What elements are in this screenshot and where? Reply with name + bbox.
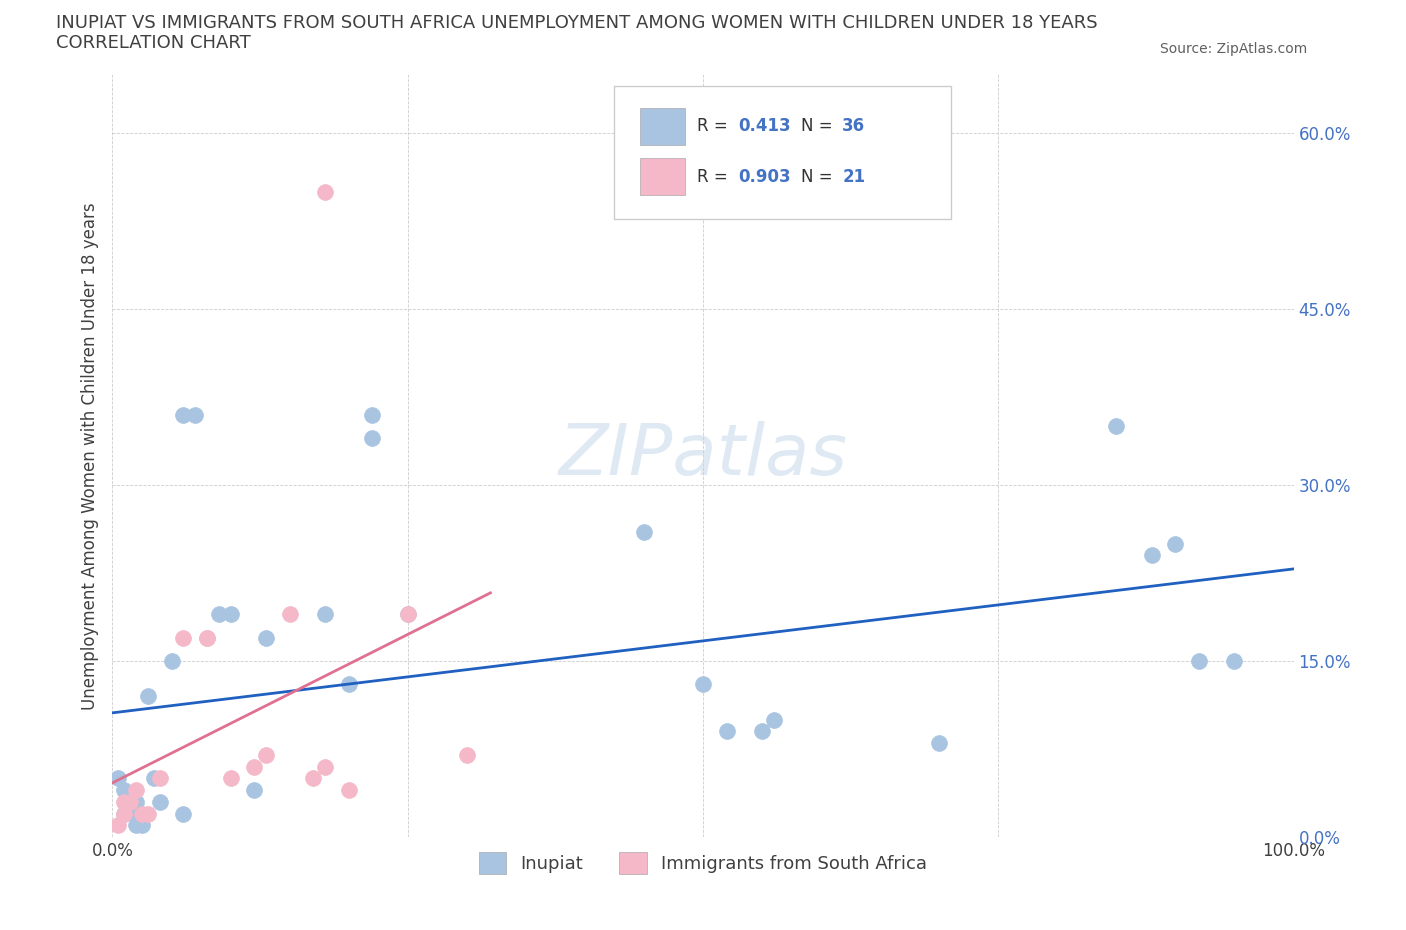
Point bbox=[302, 771, 325, 786]
Point bbox=[751, 724, 773, 738]
Point bbox=[278, 606, 301, 621]
Point bbox=[195, 631, 218, 645]
Point bbox=[107, 817, 129, 832]
Point bbox=[337, 783, 360, 798]
Text: CORRELATION CHART: CORRELATION CHART bbox=[56, 34, 252, 52]
Point bbox=[120, 794, 142, 809]
Point bbox=[125, 817, 148, 832]
Text: INUPIAT VS IMMIGRANTS FROM SOUTH AFRICA UNEMPLOYMENT AMONG WOMEN WITH CHILDREN U: INUPIAT VS IMMIGRANTS FROM SOUTH AFRICA … bbox=[56, 14, 1098, 32]
Point bbox=[149, 794, 172, 809]
Point bbox=[1164, 537, 1187, 551]
Point bbox=[396, 606, 419, 621]
Y-axis label: Unemployment Among Women with Children Under 18 years: Unemployment Among Women with Children U… bbox=[80, 202, 98, 710]
Point bbox=[195, 631, 218, 645]
Point bbox=[1140, 548, 1163, 563]
Point bbox=[125, 783, 148, 798]
Point bbox=[160, 654, 183, 669]
Point bbox=[125, 806, 148, 821]
Point bbox=[243, 759, 266, 774]
Point bbox=[131, 817, 153, 832]
Point bbox=[131, 806, 153, 821]
Point bbox=[337, 677, 360, 692]
Point bbox=[254, 748, 277, 763]
FancyBboxPatch shape bbox=[614, 86, 950, 219]
Point bbox=[120, 794, 142, 809]
Point bbox=[762, 712, 785, 727]
Text: N =: N = bbox=[801, 117, 838, 135]
Point bbox=[112, 794, 135, 809]
Point bbox=[142, 771, 165, 786]
Point bbox=[136, 806, 159, 821]
Point bbox=[172, 631, 194, 645]
Point bbox=[1188, 654, 1211, 669]
Point bbox=[112, 806, 135, 821]
Text: R =: R = bbox=[697, 117, 733, 135]
Point bbox=[1105, 418, 1128, 433]
Text: 36: 36 bbox=[842, 117, 866, 135]
Point bbox=[243, 783, 266, 798]
Text: Source: ZipAtlas.com: Source: ZipAtlas.com bbox=[1160, 42, 1308, 56]
Point bbox=[219, 771, 242, 786]
Text: R =: R = bbox=[697, 167, 733, 186]
FancyBboxPatch shape bbox=[640, 108, 685, 144]
Point bbox=[1223, 654, 1246, 669]
Point bbox=[716, 724, 738, 738]
Point bbox=[149, 771, 172, 786]
Legend: Inupiat, Immigrants from South Africa: Inupiat, Immigrants from South Africa bbox=[472, 844, 934, 882]
Point bbox=[136, 689, 159, 704]
Text: 0.413: 0.413 bbox=[738, 117, 792, 135]
Text: 21: 21 bbox=[842, 167, 866, 186]
Point bbox=[172, 806, 194, 821]
Point bbox=[208, 606, 231, 621]
Point bbox=[112, 783, 135, 798]
Point bbox=[361, 407, 384, 422]
Point bbox=[396, 606, 419, 621]
Point bbox=[131, 806, 153, 821]
Text: 0.903: 0.903 bbox=[738, 167, 792, 186]
Point bbox=[633, 525, 655, 539]
Point bbox=[112, 806, 135, 821]
Point bbox=[314, 759, 336, 774]
Point bbox=[456, 748, 478, 763]
Point bbox=[125, 794, 148, 809]
Point bbox=[692, 677, 714, 692]
Point bbox=[314, 606, 336, 621]
Text: N =: N = bbox=[801, 167, 838, 186]
Point bbox=[361, 431, 384, 445]
FancyBboxPatch shape bbox=[640, 158, 685, 195]
Point bbox=[314, 184, 336, 199]
Point bbox=[254, 631, 277, 645]
Point bbox=[184, 407, 207, 422]
Point bbox=[928, 736, 950, 751]
Text: ZIPatlas: ZIPatlas bbox=[558, 421, 848, 490]
Point bbox=[172, 407, 194, 422]
Point bbox=[107, 771, 129, 786]
Point bbox=[219, 606, 242, 621]
